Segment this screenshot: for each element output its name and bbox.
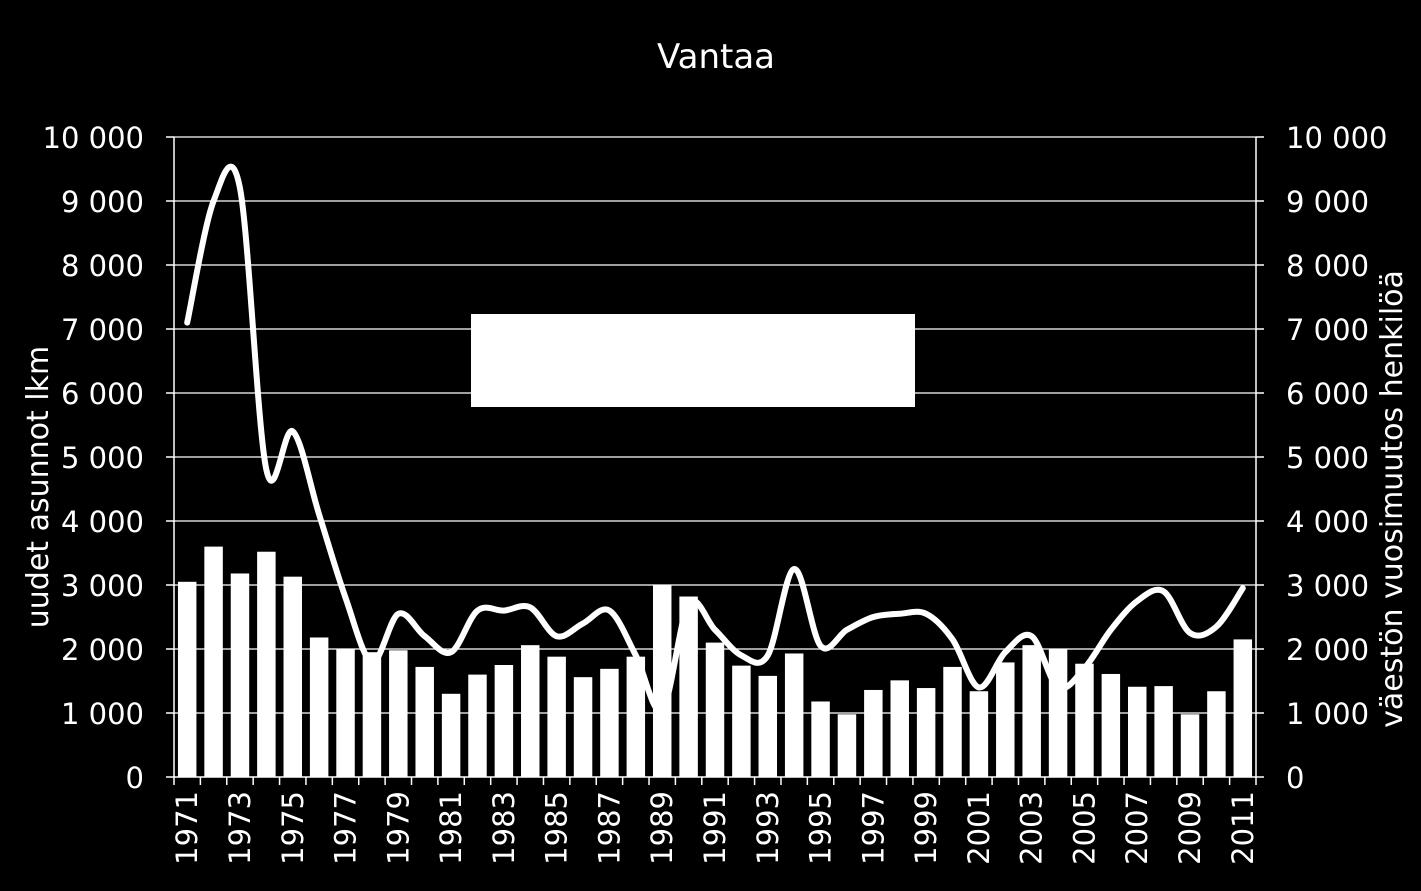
right-tick-label: 4 000 — [1286, 505, 1369, 539]
bar — [758, 675, 778, 777]
right-tick-label: 1 000 — [1286, 697, 1369, 731]
bar — [705, 642, 725, 777]
bar — [547, 656, 566, 777]
bar — [204, 546, 223, 777]
bar — [494, 665, 514, 777]
right-tick-label: 10 000 — [1286, 121, 1387, 155]
right-tick-label: 8 000 — [1286, 249, 1369, 283]
right-tick-label: 7 000 — [1286, 313, 1369, 347]
right-tick-label: 0 — [1286, 761, 1304, 795]
y-axis-title: uudet asunnot lkm — [21, 346, 56, 628]
bar — [1180, 714, 1200, 777]
x-tick-label: 1971 — [170, 791, 204, 865]
bar — [362, 652, 382, 777]
right-axis-ticks: 0 1 000 2 000 3 000 4 000 5 000 6 000 7 000 8 00… — [1256, 121, 1387, 795]
left-tick-label: 8 000 — [61, 249, 144, 283]
left-tick-label: 2 000 — [61, 633, 144, 667]
y2-axis-title: väestön vuosimuutos henkilöä — [1375, 270, 1410, 728]
x-tick-label: 2001 — [962, 791, 996, 865]
bar — [1075, 663, 1094, 777]
bar — [916, 688, 936, 777]
bar — [969, 691, 989, 777]
bar — [679, 596, 698, 777]
bar — [1233, 639, 1253, 777]
x-tick-label: 1999 — [909, 791, 943, 865]
left-tick-label: 4 000 — [61, 505, 144, 539]
left-tick-label: 10 000 — [43, 121, 144, 155]
bar — [177, 581, 197, 777]
x-tick-label: 1981 — [434, 791, 468, 865]
left-tick-label: 3 000 — [61, 569, 144, 603]
bar — [890, 680, 909, 777]
bar — [1154, 686, 1173, 777]
left-tick-label: 6 000 — [61, 377, 144, 411]
x-tick-label: 1983 — [487, 791, 521, 865]
chart-title: Vantaa — [657, 37, 775, 77]
bar — [1048, 649, 1068, 777]
bar — [521, 645, 540, 777]
x-axis-ticks: 1971 1973 1975 1977 1979 1981 1983 1985 1987 1989… — [170, 791, 1260, 865]
x-tick-label: 1993 — [751, 791, 785, 865]
x-tick-label: 2009 — [1173, 791, 1207, 865]
bar — [441, 693, 461, 777]
bar — [626, 656, 646, 777]
x-tick-label: 1973 — [223, 791, 257, 865]
x-tick-label: 1989 — [645, 791, 679, 865]
x-tick-label: 1975 — [276, 791, 310, 865]
bar — [943, 666, 962, 777]
bar — [468, 674, 487, 777]
right-tick-label: 6 000 — [1286, 377, 1369, 411]
x-tick-label: 1995 — [804, 791, 838, 865]
bar — [1022, 645, 1041, 777]
bar — [389, 650, 408, 777]
bar — [573, 677, 593, 777]
bar — [283, 576, 302, 777]
bar — [732, 665, 751, 777]
bar — [415, 666, 434, 777]
left-tick-label: 9 000 — [61, 185, 144, 219]
bar-series — [177, 546, 1253, 777]
bar — [336, 649, 355, 777]
bar — [600, 668, 619, 777]
x-tick-label: 1979 — [381, 791, 415, 865]
left-tick-label: 0 — [126, 761, 144, 795]
bar — [1207, 691, 1226, 777]
left-tick-label: 5 000 — [61, 441, 144, 475]
right-tick-label: 9 000 — [1286, 185, 1369, 219]
x-tick-label: 1987 — [592, 791, 626, 865]
bar — [1128, 686, 1147, 777]
x-tick-label: 1991 — [698, 791, 732, 865]
x-tick-label: 2011 — [1226, 791, 1260, 865]
bar — [784, 653, 804, 777]
left-tick-label: 7 000 — [61, 313, 144, 347]
annotation-box — [471, 314, 915, 407]
x-tick-label: 1977 — [329, 791, 363, 865]
bar — [811, 701, 830, 777]
bar — [257, 551, 276, 777]
bar — [1101, 673, 1121, 777]
x-tick-label: 2003 — [1015, 791, 1049, 865]
right-tick-label: 5 000 — [1286, 441, 1369, 475]
x-tick-label: 1997 — [856, 791, 890, 865]
left-tick-label: 1 000 — [61, 697, 144, 731]
bar — [837, 714, 857, 777]
population-change-line — [184, 163, 1246, 714]
right-tick-label: 2 000 — [1286, 633, 1369, 667]
right-tick-label: 3 000 — [1286, 569, 1369, 603]
x-tick-label: 2007 — [1120, 791, 1154, 865]
bar — [309, 637, 329, 777]
left-axis-ticks: 0 1 000 2 000 3 000 4 000 5 000 6 000 7 000 8 00… — [43, 121, 174, 795]
bar — [996, 662, 1015, 777]
bar — [652, 585, 672, 777]
x-tick-label: 2005 — [1067, 791, 1101, 865]
x-tick-label: 1985 — [540, 791, 574, 865]
bar — [230, 573, 250, 777]
bar — [864, 689, 883, 777]
